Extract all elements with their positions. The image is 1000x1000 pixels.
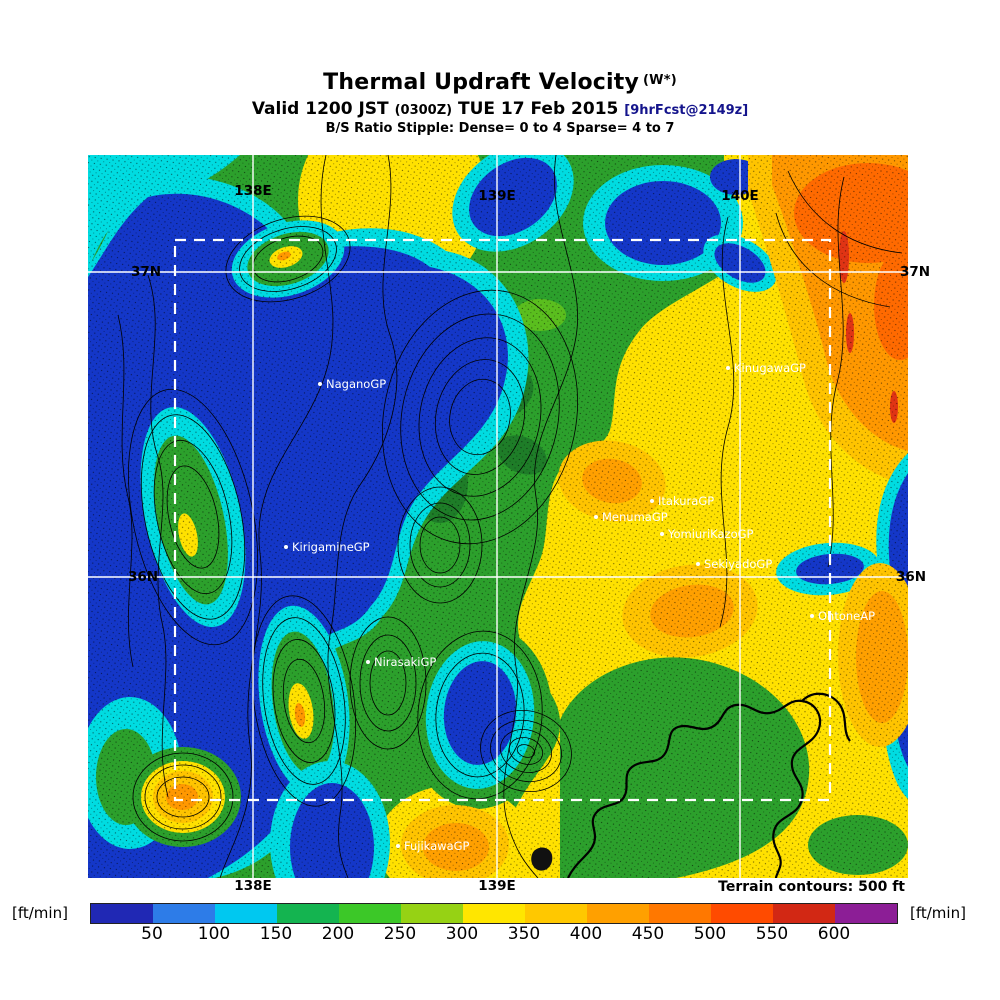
coord-label: 139E xyxy=(478,878,516,894)
stipple-overlay xyxy=(88,155,908,878)
legend-tick-label: 250 xyxy=(383,924,417,944)
legend-segment xyxy=(525,904,587,923)
legend-tick-label: 300 xyxy=(445,924,479,944)
map-graphic xyxy=(88,155,908,878)
velocity-colorbar xyxy=(90,903,898,924)
legend-tick-label: 500 xyxy=(693,924,727,944)
legend-segment xyxy=(339,904,401,923)
stipple-legend-line: B/S Ratio Stipple: Dense= 0 to 4 Sparse=… xyxy=(325,121,675,136)
legend-segment xyxy=(773,904,835,923)
lake-outline xyxy=(531,847,553,871)
domain-dashed-box xyxy=(173,238,832,802)
legend-segment xyxy=(91,904,153,923)
coastline xyxy=(567,692,851,878)
terrain-contours xyxy=(117,155,903,878)
legend-tick-label: 350 xyxy=(507,924,541,944)
legend-tick-label: 600 xyxy=(817,924,851,944)
legend-segment xyxy=(587,904,649,923)
legend-tick-label: 550 xyxy=(755,924,789,944)
forecast-run-tag: [9hrFcst@2149z] xyxy=(624,103,749,118)
title-suffix: (W*) xyxy=(643,73,677,88)
legend-tick-label: 100 xyxy=(197,924,231,944)
legend-segment xyxy=(153,904,215,923)
legend-tick-label: 150 xyxy=(259,924,293,944)
legend-tick-label: 50 xyxy=(141,924,163,944)
valid-time-line: Valid 1200 JST (0300Z) TUE 17 Feb 2015 [… xyxy=(0,99,1000,119)
legend-unit-right: [ft/min] xyxy=(910,904,966,922)
legend-segment xyxy=(463,904,525,923)
legend-tick-label: 450 xyxy=(631,924,665,944)
legend-segment xyxy=(649,904,711,923)
page-title: Thermal Updraft Velocity (W*) xyxy=(0,70,1000,95)
legend-unit-left: [ft/min] xyxy=(12,904,68,922)
legend-tick-label: 200 xyxy=(321,924,355,944)
valid-main: Valid 1200 JST xyxy=(251,99,395,119)
legend-segment xyxy=(711,904,773,923)
valid-date: TUE 17 Feb 2015 xyxy=(452,99,625,119)
map-canvas xyxy=(88,155,908,878)
grid-lines xyxy=(88,155,908,878)
legend-segment xyxy=(835,904,897,923)
terrain-contour-note: Terrain contours: 500 ft xyxy=(718,879,905,895)
coord-label: 138E xyxy=(234,878,272,894)
valid-zulu: (0300Z) xyxy=(394,103,453,118)
legend-segment xyxy=(277,904,339,923)
title-text: Thermal Updraft Velocity xyxy=(323,70,640,95)
legend-tick-label: 400 xyxy=(569,924,603,944)
legend-segment xyxy=(215,904,277,923)
legend-segment xyxy=(401,904,463,923)
